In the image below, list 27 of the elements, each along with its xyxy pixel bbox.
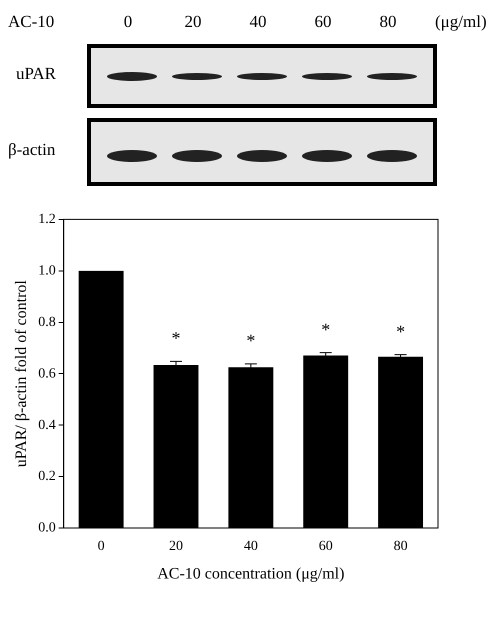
- x-tick-label: 40: [244, 539, 258, 554]
- y-tick-label: 1.2: [38, 212, 56, 228]
- x-axis-title: AC-10 concentration (μg/ml): [157, 566, 344, 583]
- annotation: *: [321, 319, 330, 340]
- category-label: 20: [184, 12, 202, 31]
- y-tick-label: 0.0: [38, 520, 56, 536]
- text: (μg/ml): [435, 12, 487, 32]
- x-tick-label: 0: [98, 539, 105, 554]
- category-label: 60: [314, 12, 332, 31]
- x-tick-label: 80: [394, 539, 408, 554]
- category-label: 40: [250, 12, 266, 31]
- text: uPAR: [16, 64, 56, 84]
- x-tick-label: 20: [168, 539, 183, 554]
- y-tick-label: 0.4: [38, 418, 56, 433]
- text: β-actin: [8, 140, 56, 160]
- y-tick-label: 0.2: [38, 469, 56, 484]
- y-axis-title: uPAR/ β-actin fold of control: [12, 280, 30, 468]
- annotation: *: [246, 330, 256, 351]
- text: AC-10: [8, 12, 54, 32]
- category-label: 80: [380, 12, 396, 31]
- annotation: *: [396, 321, 406, 342]
- category-label: 0: [124, 12, 132, 31]
- annotation: *: [171, 328, 180, 348]
- y-tick-label: 0.8: [38, 314, 56, 330]
- x-tick-label: 60: [318, 539, 333, 554]
- y-tick-label: 1.0: [38, 264, 56, 279]
- y-tick-label: 0.6: [38, 366, 56, 382]
